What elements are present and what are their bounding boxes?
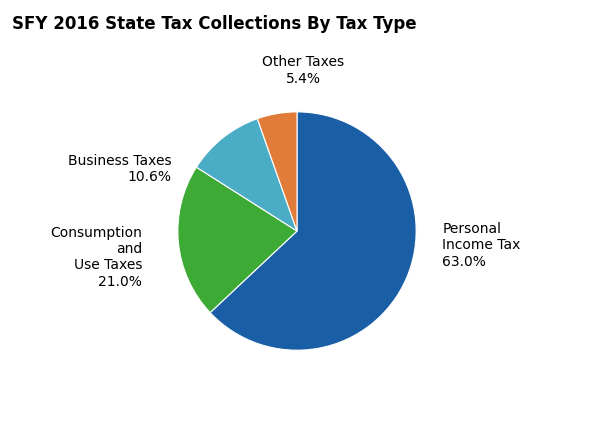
Text: Personal
Income Tax
63.0%: Personal Income Tax 63.0%: [443, 222, 521, 268]
Text: Other Taxes
5.4%: Other Taxes 5.4%: [262, 55, 344, 86]
Text: Consumption
and
Use Taxes
21.0%: Consumption and Use Taxes 21.0%: [50, 226, 142, 289]
Wedge shape: [178, 167, 297, 313]
Text: Business Taxes
10.6%: Business Taxes 10.6%: [68, 154, 172, 184]
Wedge shape: [210, 112, 416, 350]
Wedge shape: [197, 119, 297, 231]
Text: SFY 2016 State Tax Collections By Tax Type: SFY 2016 State Tax Collections By Tax Ty…: [12, 15, 416, 33]
Wedge shape: [257, 112, 297, 231]
